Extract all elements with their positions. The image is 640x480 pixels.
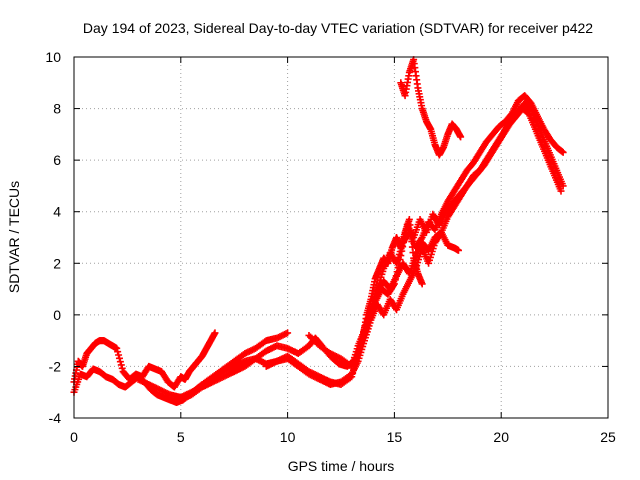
data-point (417, 235, 425, 243)
x-axis-ticks: 0 5 10 15 20 25 (70, 57, 616, 445)
y-axis-ticks: -4 -2 0 2 4 6 8 10 (45, 49, 608, 426)
data-point (211, 329, 219, 337)
x-tick-label: 15 (387, 429, 403, 445)
x-tick-label: 25 (600, 429, 616, 445)
plot-frame (73, 56, 609, 419)
x-axis-title: GPS time / hours (288, 458, 395, 474)
data-point (559, 148, 567, 156)
y-tick-label: 4 (53, 204, 61, 220)
data-point (457, 133, 465, 141)
grid-lines (74, 57, 608, 418)
x-tick-label: 10 (280, 429, 296, 445)
y-tick-label: 2 (53, 255, 61, 271)
data-point (418, 280, 426, 288)
data-point (389, 281, 397, 289)
data-point (284, 329, 292, 337)
x-tick-label: 0 (70, 429, 78, 445)
data-point (394, 264, 402, 272)
y-tick-label: -4 (49, 410, 62, 426)
data-point (114, 348, 122, 356)
y-tick-label: 6 (53, 152, 61, 168)
y-axis-title: SDTVAR / TECUs (6, 181, 22, 293)
data-point (436, 230, 444, 238)
data-point (392, 272, 400, 280)
data-point (557, 187, 565, 195)
y-tick-label: 0 (53, 307, 61, 323)
y-tick-label: 10 (45, 49, 61, 65)
x-tick-label: 5 (177, 429, 185, 445)
data-point (393, 268, 401, 276)
data-points (70, 56, 567, 407)
data-point (115, 354, 123, 362)
data-point (454, 246, 462, 254)
data-point (390, 280, 398, 288)
data-point (113, 344, 121, 352)
y-tick-label: 8 (53, 101, 61, 117)
data-point (115, 351, 123, 359)
data-point (559, 182, 567, 190)
data-point (391, 276, 399, 284)
chart-title: Day 194 of 2023, Sidereal Day-to-day VTE… (83, 20, 593, 36)
y-tick-label: -2 (49, 358, 62, 374)
data-point (117, 361, 125, 369)
data-point (116, 358, 124, 366)
x-tick-label: 20 (493, 429, 509, 445)
data-point (118, 364, 126, 372)
